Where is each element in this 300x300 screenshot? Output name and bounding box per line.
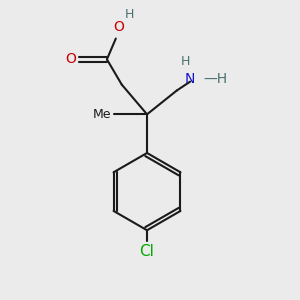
Text: O: O bbox=[65, 52, 76, 66]
Text: Me: Me bbox=[92, 108, 111, 121]
Text: —H: —H bbox=[203, 72, 228, 86]
Text: O: O bbox=[113, 20, 124, 34]
Text: H: H bbox=[124, 8, 134, 21]
Text: Cl: Cl bbox=[140, 244, 154, 259]
Text: H: H bbox=[181, 55, 190, 68]
Text: N: N bbox=[185, 72, 195, 86]
